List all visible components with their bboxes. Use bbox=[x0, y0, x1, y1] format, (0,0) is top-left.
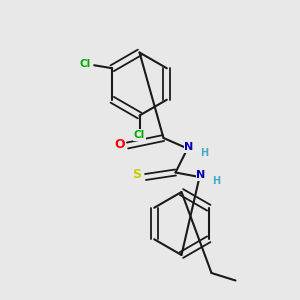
Text: O: O bbox=[115, 137, 125, 151]
Text: N: N bbox=[184, 142, 194, 152]
Text: N: N bbox=[196, 170, 206, 181]
Text: H: H bbox=[212, 176, 220, 187]
Text: Cl: Cl bbox=[80, 59, 91, 69]
Text: H: H bbox=[200, 148, 208, 158]
Text: S: S bbox=[132, 167, 141, 181]
Text: Cl: Cl bbox=[134, 130, 145, 140]
